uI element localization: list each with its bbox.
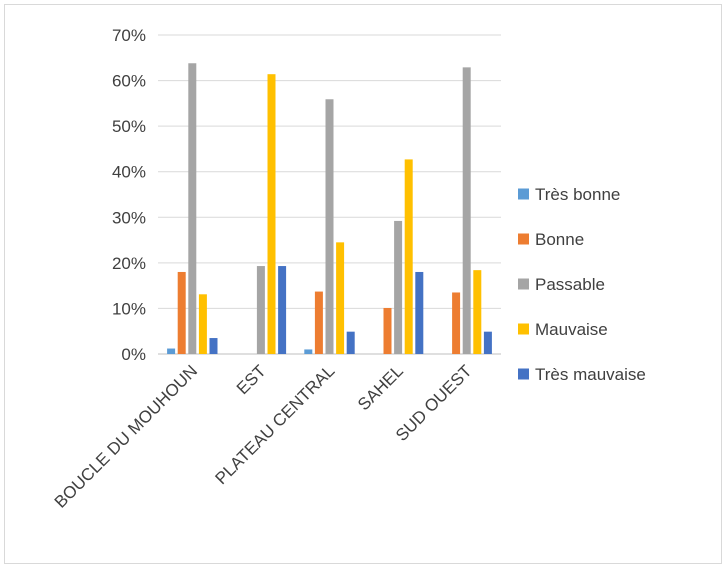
bar [256, 266, 265, 354]
legend-label: Mauvaise [535, 320, 608, 339]
chart-frame: 0% 10% 20% 30% 40% 50% 60% 70% BOUCLE DU MOUHOU… [4, 4, 722, 564]
legend-swatch [518, 233, 529, 245]
bar [209, 338, 218, 354]
bar [473, 270, 482, 354]
bar [314, 291, 323, 354]
bar [404, 159, 413, 354]
bar [346, 331, 355, 354]
y-tick-label: 20% [112, 254, 146, 273]
y-axis-tick-labels: 0% 10% 20% 30% 40% 50% 60% 70% [112, 26, 146, 364]
legend-label: Passable [535, 275, 605, 294]
bar [198, 294, 207, 354]
bars [167, 63, 492, 355]
x-tick-label: SAHEL [354, 361, 407, 414]
bar [278, 266, 287, 354]
legend-swatch [518, 278, 529, 290]
bar [188, 63, 197, 355]
bar [177, 271, 186, 354]
bar [325, 99, 334, 355]
bar [336, 242, 345, 354]
y-tick-label: 50% [112, 117, 146, 136]
legend: Très bonne Bonne Passable Mauvaise Très mauv… [518, 185, 646, 384]
bar [304, 349, 313, 354]
legend-swatch [518, 368, 529, 380]
legend-label: Bonne [535, 230, 584, 249]
bar [483, 331, 492, 354]
x-tick-label: EST [233, 361, 270, 398]
bar [394, 220, 403, 354]
y-tick-label: 40% [112, 163, 146, 182]
y-tick-label: 70% [112, 26, 146, 45]
y-tick-label: 10% [112, 299, 146, 318]
legend-label: Très bonne [535, 185, 620, 204]
bar-chart: 0% 10% 20% 30% 40% 50% 60% 70% BOUCLE DU MOUHOU… [51, 26, 646, 512]
bar [167, 348, 176, 354]
bar [452, 292, 461, 354]
y-tick-label: 60% [112, 72, 146, 91]
y-tick-label: 0% [121, 345, 146, 364]
bar [267, 74, 276, 354]
x-tick-label: BOUCLE DU MOUHOUN [51, 361, 201, 511]
bar [462, 67, 471, 354]
legend-swatch [518, 188, 529, 200]
legend-swatch [518, 323, 529, 335]
x-tick-label: PLATEAU CENTRAL [212, 361, 339, 488]
y-tick-label: 30% [112, 208, 146, 227]
bar [415, 271, 424, 354]
bar [383, 307, 392, 354]
legend-label: Très mauvaise [535, 365, 646, 384]
